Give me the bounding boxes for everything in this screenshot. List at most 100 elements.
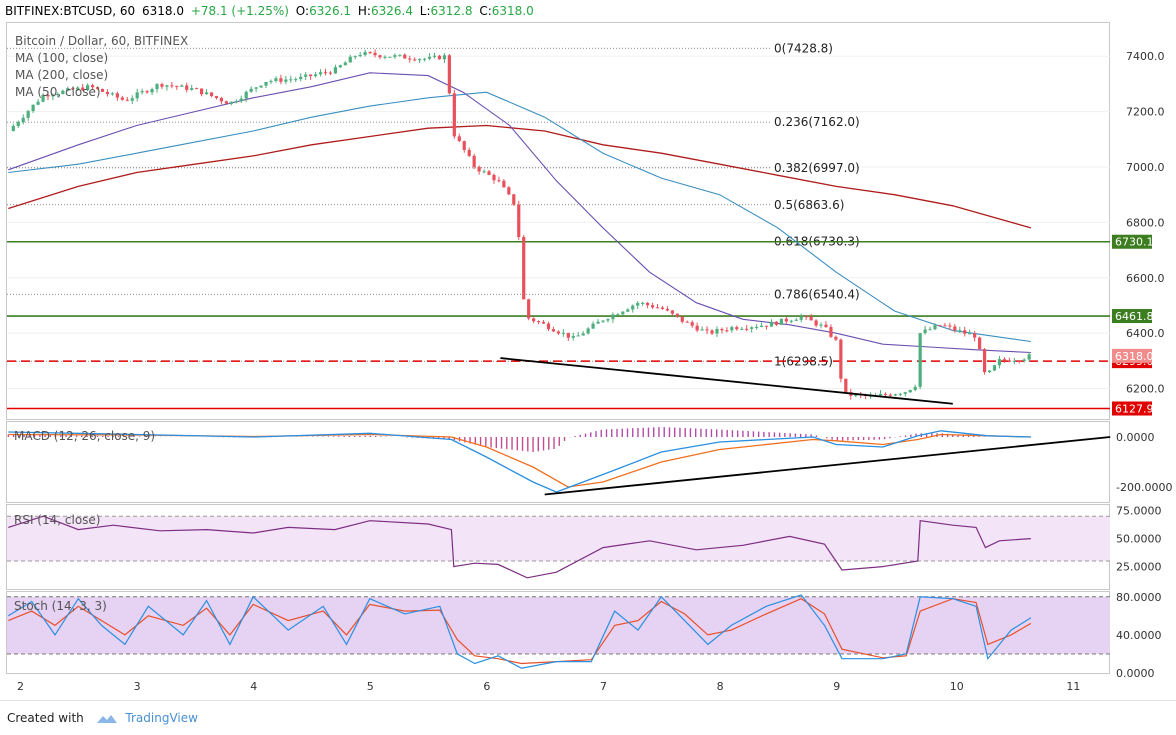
candle-body bbox=[1012, 360, 1016, 362]
chart-title: Bitcoin / Dollar, 60, BITFINEX bbox=[15, 34, 188, 48]
tradingview-link[interactable]: TradingView bbox=[125, 711, 198, 725]
candle-body bbox=[209, 92, 214, 97]
candle-body bbox=[938, 325, 942, 327]
candle-body bbox=[903, 392, 907, 394]
candle-body bbox=[318, 72, 323, 75]
ma50-line bbox=[8, 72, 1031, 354]
candle-body bbox=[477, 166, 481, 172]
candle-body bbox=[492, 174, 496, 181]
candle-body bbox=[90, 85, 95, 88]
ma100-line bbox=[8, 91, 1031, 343]
candle-body bbox=[105, 91, 110, 95]
chart-canvas[interactable]: 7400.0 7200.0 7000.0 6800.0 6600.0 6400.0 6200… bbox=[0, 0, 1176, 700]
candle-body bbox=[279, 78, 283, 82]
last-price-tag-label: 6318.0 bbox=[1115, 350, 1154, 363]
candle-body bbox=[824, 324, 828, 328]
candle-body bbox=[745, 328, 749, 330]
candle-body bbox=[140, 91, 144, 93]
open-value: 6326.1 bbox=[309, 4, 352, 18]
candle-body bbox=[958, 330, 962, 332]
candle-body bbox=[423, 58, 427, 60]
macd-pane-frame bbox=[6, 421, 1110, 503]
candle-body bbox=[973, 333, 977, 338]
candle-body bbox=[675, 313, 679, 317]
candle-body bbox=[660, 307, 665, 309]
x-tick-label: 4 bbox=[250, 680, 257, 693]
price-trendline bbox=[500, 357, 953, 405]
stoch-tick-label: 0.0000 bbox=[1116, 667, 1155, 680]
rsi-legend[interactable]: RSI (14, close) bbox=[14, 513, 100, 527]
x-tick-label: 9 bbox=[833, 680, 840, 693]
candle-body bbox=[978, 337, 982, 350]
rsi-band bbox=[7, 516, 1110, 561]
candle-body bbox=[343, 62, 347, 66]
rsi-tick-label: 25.0000 bbox=[1116, 561, 1162, 574]
candle-body bbox=[442, 55, 447, 60]
candle-body bbox=[551, 329, 556, 332]
candle-body bbox=[36, 101, 40, 105]
candle-body bbox=[269, 80, 273, 83]
candle-body bbox=[1022, 359, 1026, 361]
candle-body bbox=[323, 72, 328, 74]
candle-body bbox=[789, 320, 793, 322]
stoch-legend[interactable]: Stoch (14, 3, 3) bbox=[14, 599, 107, 613]
macd-signal-line bbox=[8, 433, 1031, 488]
candle-body bbox=[532, 318, 536, 322]
low-label: L: bbox=[419, 4, 431, 18]
candle-body bbox=[769, 321, 774, 327]
fib-level-label: 0.5(6863.6) bbox=[774, 198, 844, 212]
candle-body bbox=[388, 56, 392, 58]
candle-body bbox=[21, 117, 25, 123]
candle-body bbox=[814, 320, 818, 326]
candle-body bbox=[348, 56, 352, 63]
candle-body bbox=[264, 82, 268, 86]
ma200-line bbox=[8, 124, 1032, 229]
candle-body bbox=[913, 386, 917, 391]
last-price: 6318.0 bbox=[141, 4, 184, 18]
candle-body bbox=[636, 303, 640, 306]
candle-body bbox=[601, 320, 605, 322]
x-tick-label: 2 bbox=[17, 680, 24, 693]
last-price-tag bbox=[1112, 348, 1152, 363]
ma200-legend[interactable]: MA (200, close) bbox=[15, 68, 108, 82]
candle-body bbox=[155, 84, 159, 90]
candle-body bbox=[839, 339, 843, 379]
candle-body bbox=[309, 74, 313, 77]
open-label: O: bbox=[295, 4, 310, 18]
x-tick-label: 7 bbox=[600, 680, 607, 693]
candle-body bbox=[408, 58, 412, 60]
price-tick-label: 6800.0 bbox=[1126, 216, 1165, 229]
candle-body bbox=[71, 88, 75, 90]
candle-body bbox=[725, 330, 729, 332]
symbol-name[interactable]: BITFINEX:BTCUSD, 60 bbox=[5, 4, 136, 18]
fib-level-label: 0(7428.8) bbox=[774, 41, 833, 55]
candle-body bbox=[536, 321, 541, 323]
candle-body bbox=[452, 93, 456, 137]
candle-body bbox=[982, 349, 987, 373]
candle-body bbox=[338, 65, 342, 68]
candle-body bbox=[368, 51, 372, 53]
candle-body bbox=[730, 327, 734, 331]
macd-legend[interactable]: MACD (12, 26, close, 9) bbox=[14, 429, 155, 443]
candle-body bbox=[784, 318, 788, 322]
rsi-tick-label: 75.0000 bbox=[1116, 505, 1162, 518]
fib-level-label: 0.786(6540.4) bbox=[774, 287, 860, 301]
ma100-legend[interactable]: MA (100, close) bbox=[15, 51, 108, 65]
price-pane-frame bbox=[6, 22, 1110, 420]
candle-body bbox=[735, 327, 739, 330]
candle-body bbox=[918, 333, 922, 387]
candle-body bbox=[774, 321, 779, 325]
candle-body bbox=[363, 51, 367, 55]
candle-body bbox=[809, 316, 813, 321]
candle-body bbox=[244, 91, 248, 99]
candle-body bbox=[750, 327, 754, 329]
candle-body bbox=[328, 72, 333, 74]
candle-body bbox=[512, 194, 516, 205]
stoch-k-line bbox=[7, 594, 1032, 669]
candle-body bbox=[680, 316, 684, 322]
ma50-legend[interactable]: MA (50, close) bbox=[15, 85, 101, 99]
high-value: 6326.4 bbox=[370, 4, 413, 18]
candle-body bbox=[1027, 354, 1031, 360]
candle-body bbox=[556, 331, 561, 334]
candle-body bbox=[888, 394, 893, 396]
